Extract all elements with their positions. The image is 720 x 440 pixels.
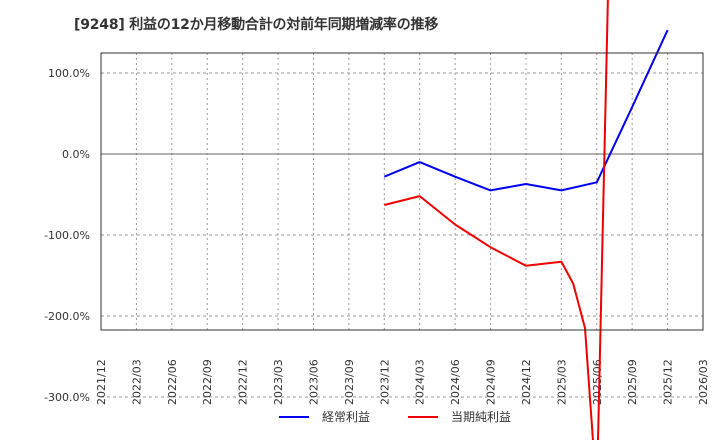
y-tick-label: 100.0% [48, 67, 90, 80]
x-tick-label: 2022/09 [201, 359, 214, 405]
y-tick-label: -100.0% [44, 229, 90, 242]
x-tick-label: 2025/06 [591, 359, 604, 405]
y-tick-label: -200.0% [44, 310, 90, 323]
y-tick-label: -300.0% [44, 391, 90, 404]
x-tick-label: 2022/06 [166, 359, 179, 405]
x-axis: 2021/12 2022/03 2022/06 2022/09 2022/12 2023/… [95, 359, 710, 405]
legend-label: 経常利益 [322, 410, 371, 424]
x-tick-label: 2023/03 [272, 359, 285, 405]
x-tick-label: 2023/09 [343, 359, 356, 405]
legend-item-ordinary-profit: 経常利益 [279, 408, 370, 425]
x-tick-label: 2024/06 [449, 359, 462, 405]
x-tick-label: 2023/06 [307, 359, 320, 405]
legend-label: 当期純利益 [451, 410, 512, 424]
legend-swatch-red [408, 415, 438, 418]
x-tick-label: 2025/12 [662, 359, 675, 405]
x-tick-label: 2022/12 [237, 359, 250, 405]
y-axis: 200.0%100.0%0.0%-100.0%-200.0%-300.0%-40… [44, 67, 90, 404]
x-tick-label: 2022/03 [130, 359, 143, 405]
x-tick-label: 2023/12 [378, 359, 391, 405]
legend: 経常利益 当期純利益 [0, 408, 720, 428]
series-ordinary-profit-line [383, 29, 669, 192]
x-tick-label: 2021/12 [95, 359, 108, 405]
legend-swatch-blue [279, 415, 309, 418]
plot-frame [100, 52, 704, 331]
chart-title: [9248] 利益の12か月移動合計の対前年同期増減率の推移 [74, 17, 439, 33]
x-tick-label: 2025/09 [626, 359, 639, 405]
x-tick-label: 2024/03 [414, 359, 427, 405]
legend-item-net-profit: 当期純利益 [408, 408, 511, 425]
x-tick-label: 2025/03 [555, 359, 568, 405]
data-series [383, 0, 669, 440]
x-tick-label: 2026/03 [697, 359, 710, 405]
x-tick-label: 2024/09 [485, 359, 498, 405]
y-tick-label: 0.0% [62, 148, 90, 161]
grid-lines [101, 53, 703, 398]
x-tick-label: 2024/12 [520, 359, 533, 405]
series-net-profit-line [384, 0, 609, 440]
